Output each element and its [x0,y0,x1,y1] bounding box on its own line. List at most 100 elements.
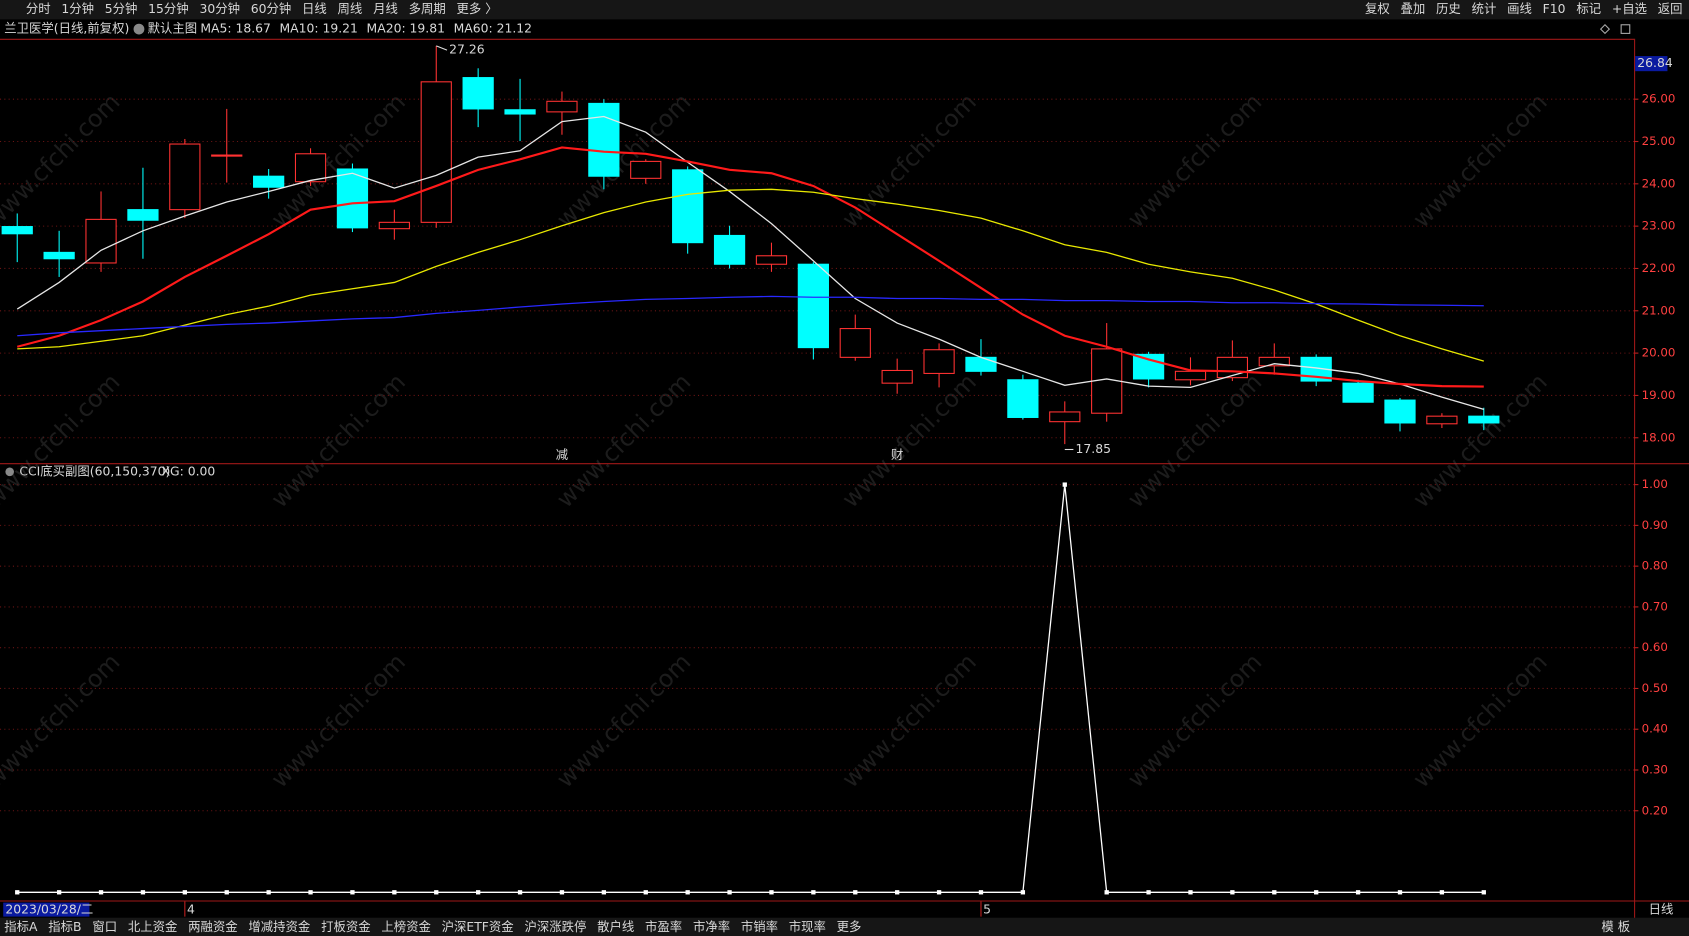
candle-body [127,209,159,221]
toolbar-tab[interactable]: 复权 [1365,1,1390,16]
point [559,890,565,895]
toolbar-tab[interactable]: 指标B [48,919,81,934]
legend-entry: MA60: 21.12 [454,22,532,36]
toolbar-tab[interactable]: 叠加 [1401,2,1426,16]
legend-entry: MA5: 18.67 [200,22,271,36]
toolbar-tab[interactable]: 增减持资金 [248,919,311,934]
toolbar-tab[interactable]: 北上资金 [128,919,178,934]
legend-entry: MA20: 19.81 [367,22,445,36]
toolbar-tab[interactable]: 日线 [302,2,327,16]
toolbar-tab[interactable]: 历史 [1436,2,1461,16]
toolbar-tab[interactable]: 60分钟 [251,1,292,16]
toolbar-tab[interactable]: 市销率 [741,919,778,934]
toolbar-tab[interactable]: 统计 [1472,2,1497,16]
axis-period[interactable]: 日线 [1649,903,1674,917]
point [1062,482,1067,487]
main-legend: 默认主图 [148,21,198,36]
y-tick-label: 0.30 [1642,762,1668,776]
point [350,890,355,895]
point [601,890,607,895]
point [1355,890,1361,895]
point [98,890,104,895]
toolbar-tab[interactable]: 市净率 [693,919,730,934]
toolbar-tab[interactable]: 沪深涨跌停 [524,919,586,934]
diamond-icon[interactable] [1599,24,1611,35]
candle-body [1384,399,1416,424]
toolbar-tab[interactable]: 1分钟 [61,1,94,16]
toolbar-tab[interactable]: 标记 [1576,2,1601,16]
toolbar-tab[interactable]: 散户线 [597,919,634,934]
y-tick-label: 21.00 [1642,303,1676,317]
y-tick-label: 0.50 [1642,681,1668,695]
point [517,890,523,895]
candle-body [1258,356,1290,367]
candle-body [462,77,494,110]
y-tick-label: 18.00 [1642,430,1676,444]
toolbar-tab[interactable]: 更多 〉 [457,2,498,16]
candle-body [797,263,829,349]
y-tick-label: 0.40 [1642,722,1668,736]
toolbar-tab[interactable]: 5分钟 [105,1,138,16]
window-icon[interactable] [1620,24,1631,34]
y-tick-label: 22.00 [1642,261,1676,275]
point [1104,890,1109,895]
toolbar-tab[interactable]: 画线 [1507,2,1532,16]
point [1146,890,1151,895]
candle-body [1426,415,1458,425]
series-line [16,115,1484,411]
toolbar-tab[interactable]: 市盈率 [645,919,682,934]
point [853,890,858,895]
toolbar-tab[interactable]: +自选 [1612,2,1647,16]
candle-body [839,328,871,358]
point [266,890,271,895]
series-line [16,146,1484,388]
toolbar-tab[interactable]: 上榜资金 [381,919,431,934]
y-tick-label: 0.20 [1642,803,1668,817]
top-toolbar [0,0,1689,20]
toolbar-tab[interactable]: 15分钟 [148,1,189,16]
point [392,890,397,895]
candle-body [881,369,913,384]
toolbar-tab[interactable]: 分时 [26,2,51,16]
point [434,890,439,895]
toolbar-tab[interactable]: 周线 [338,2,363,16]
toolbar-tab[interactable]: F10 [1543,2,1566,16]
toolbar-tab[interactable]: 沪深ETF资金 [442,919,515,934]
candle-body [1216,356,1249,379]
candle-body [378,221,410,230]
bottom-toolbar [0,917,1689,936]
candle-body [211,154,243,157]
candle-body [755,255,788,265]
candle-body [588,102,620,177]
y-tick-label: 0.70 [1642,599,1668,613]
candle-body [253,175,285,188]
y-tick-label: 0.90 [1642,518,1668,532]
y-tick-label: 24.00 [1642,176,1676,190]
toolbar-tab[interactable]: 多周期 [409,2,446,16]
toolbar-tab[interactable]: 更多 [837,920,862,934]
point [1439,890,1445,895]
legend-entry: MA10: 19.21 [280,22,358,36]
candle-body [1468,415,1500,424]
template-tab[interactable]: 模 板 [1601,920,1630,934]
candle-body [630,160,662,179]
toolbar-tab[interactable]: 两融资金 [188,919,238,934]
toolbar-tab[interactable]: 市现率 [789,919,826,934]
max-arrow [436,45,448,51]
point [1188,890,1193,895]
series-line [17,295,1484,337]
toolbar-tab[interactable]: 打板资金 [321,919,371,934]
toolbar-tab[interactable]: 窗口 [92,920,117,934]
toolbar-tab[interactable]: 30分钟 [199,1,240,16]
toolbar-tab[interactable]: 月线 [373,2,398,16]
chart-title: 兰卫医学(日线,前复权) [4,21,129,36]
point [15,890,20,895]
candle-body [1174,370,1207,381]
y-tick-label: 0.80 [1642,559,1668,573]
point [811,890,816,895]
toolbar-tab[interactable]: 返回 [1658,2,1683,16]
point [727,890,732,895]
toolbar-tab[interactable]: 指标A [4,919,38,934]
